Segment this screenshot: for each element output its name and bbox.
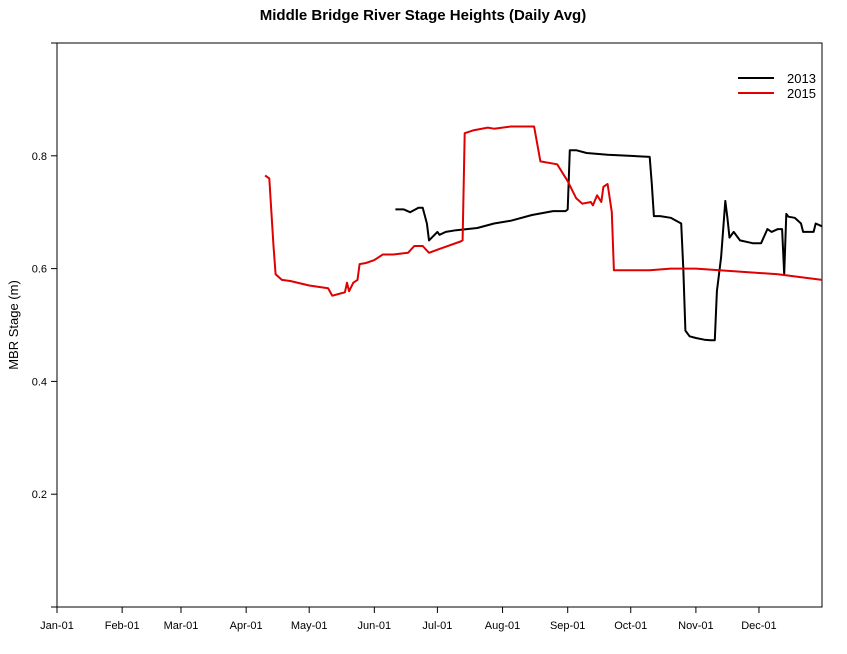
x-tick-label-11: Dec-01 — [741, 620, 776, 632]
x-tick-label-0: Jan-01 — [40, 620, 74, 632]
y-axis: 0.2 0.4 0.6 0.8 — [32, 42, 57, 608]
plot-frame — [56, 42, 823, 608]
y-tick-label-3: 0.8 — [32, 151, 47, 163]
x-tick-label-9: Oct-01 — [614, 620, 647, 632]
series-line-2013 — [395, 149, 823, 342]
x-axis: Jan-01 Feb-01 Mar-01 Apr-01 May-01 Jun-01 Jul-… — [40, 607, 777, 632]
series-layer — [264, 125, 823, 342]
x-tick-label-1: Feb-01 — [105, 620, 140, 632]
x-tick-label-10: Nov-01 — [678, 620, 713, 632]
x-tick-label-8: Sep-01 — [550, 620, 585, 632]
chart-title: Middle Bridge River Stage Heights (Daily… — [260, 7, 586, 24]
legend-label-2013: 2013 — [787, 71, 816, 86]
x-tick-label-7: Aug-01 — [485, 620, 520, 632]
x-tick-label-6: Jul-01 — [422, 620, 452, 632]
x-tick-label-3: Apr-01 — [230, 620, 263, 632]
x-tick-label-2: Mar-01 — [164, 620, 199, 632]
x-tick-label-5: Jun-01 — [358, 620, 392, 632]
x-tick-label-4: May-01 — [291, 620, 328, 632]
series-line-2015 — [264, 125, 823, 297]
y-tick-label-1: 0.4 — [32, 376, 47, 388]
y-axis-label: MBR Stage (m) — [6, 280, 21, 370]
legend-label-2015: 2015 — [787, 86, 816, 101]
y-tick-label-0: 0.2 — [32, 489, 47, 501]
y-tick-label-2: 0.6 — [32, 264, 47, 276]
